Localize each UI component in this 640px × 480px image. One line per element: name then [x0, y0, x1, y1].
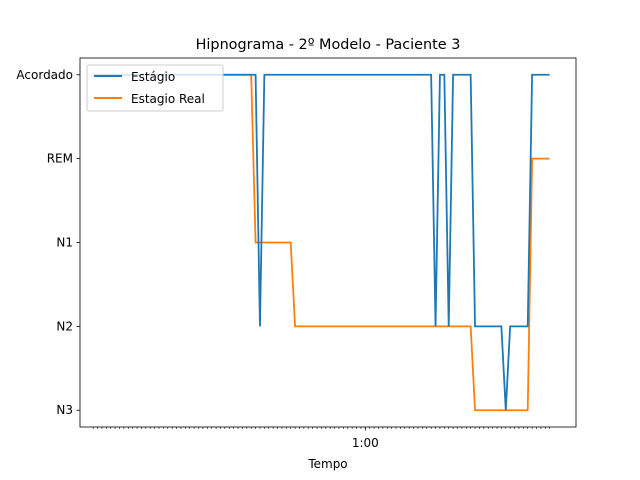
y-tick-label: N3	[56, 403, 73, 417]
y-tick-label: N2	[56, 319, 73, 333]
y-tick-label: REM	[47, 152, 73, 166]
x-axis-title: Tempo	[307, 457, 347, 471]
y-tick-label: Acordado	[16, 68, 73, 82]
axes-frame	[79, 57, 577, 428]
series-line-estagio-real	[93, 73, 550, 412]
chart-title: Hipnograma - 2º Modelo - Paciente 3	[196, 37, 461, 53]
y-tick-label: N1	[56, 236, 73, 250]
plot-area	[93, 73, 550, 412]
series-line-estagio	[93, 73, 550, 411]
x-tick-label: 1:00	[352, 436, 379, 450]
legend-label-estagio: Estágio	[131, 70, 175, 84]
legend: Estágio Estagio Real	[86, 64, 224, 112]
legend-label-estagio-real: Estagio Real	[131, 92, 205, 106]
axes: N3 N2 N1 REM Acordado 1:00	[16, 68, 550, 450]
